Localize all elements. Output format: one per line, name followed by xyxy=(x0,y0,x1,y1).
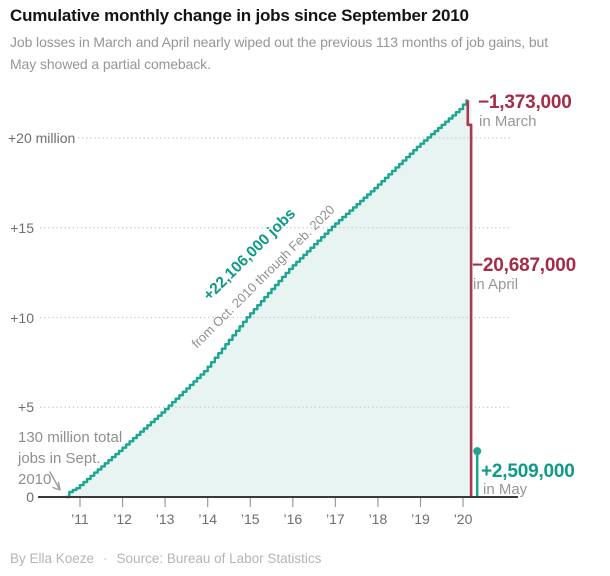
area-fill xyxy=(65,100,472,497)
y-axis-label-10: +10 xyxy=(10,310,34,326)
y-axis-label-15: +15 xyxy=(10,220,34,236)
chart-subtitle: Job losses in March and April nearly wip… xyxy=(10,31,610,75)
x-axis-label-year: ’16 xyxy=(283,511,303,527)
march-loss-label: in March xyxy=(479,113,537,130)
y-axis-label-20m: +20 million xyxy=(8,130,76,146)
start-note: 130 million total jobs in Sept. 2010 xyxy=(18,427,122,490)
chart-subtitle-line1: Job losses in March and April nearly wip… xyxy=(10,34,549,50)
x-axis-label-year: ’18 xyxy=(368,511,388,527)
april-loss-value: −20,687,000 xyxy=(472,255,576,276)
chart-subtitle-line2: May showed a partial comeback. xyxy=(10,56,211,72)
source-credit: Source: Bureau of Labor Statistics xyxy=(116,551,322,566)
may-gain-value: +2,509,000 xyxy=(481,461,575,482)
x-axis-label-year: ’15 xyxy=(240,511,260,527)
chart-title: Cumulative monthly change in jobs since … xyxy=(10,6,469,25)
start-note-line1: 130 million total xyxy=(18,429,123,446)
y-axis-label-5: +5 xyxy=(18,399,34,415)
start-note-line2: jobs in Sept. xyxy=(18,450,101,467)
x-axis-label-year: ’13 xyxy=(155,511,175,527)
x-axis-label-year: ’12 xyxy=(113,511,132,527)
march-loss-value: −1,373,000 xyxy=(478,92,572,113)
april-loss-label: in April xyxy=(473,276,519,293)
x-axis-label-year: ’14 xyxy=(198,511,218,527)
x-axis-label-year: ’17 xyxy=(326,511,345,527)
y-axis-label-0: 0 xyxy=(26,489,34,505)
footer-separator: · xyxy=(103,551,108,566)
jobs-line xyxy=(64,99,468,499)
annotation-arrow xyxy=(49,471,61,491)
crash-line xyxy=(466,100,473,497)
x-axis-label-year: ’20 xyxy=(453,511,473,527)
footer: By Ella Koeze · Source: Bureau of Labor … xyxy=(10,551,321,566)
x-axis-label-year: ’11 xyxy=(71,511,89,527)
start-note-line3: 2010 xyxy=(18,471,52,488)
byline: By Ella Koeze xyxy=(10,551,95,566)
may-rebound-dot xyxy=(473,447,482,456)
x-axis-label-year: ’19 xyxy=(411,511,430,527)
may-gain-label: in May xyxy=(483,481,528,498)
